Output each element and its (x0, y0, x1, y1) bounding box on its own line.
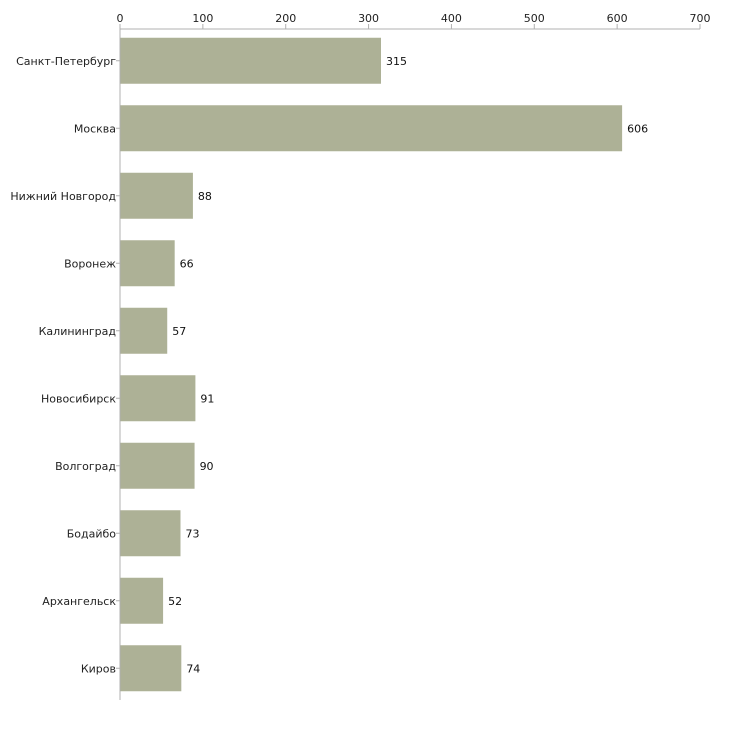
x-tick-label: 400 (441, 12, 462, 25)
category-label: Новосибирск (41, 392, 116, 405)
x-axis-ticks: 0 100 200 300 400 500 600 700 (117, 12, 711, 29)
bar (120, 510, 181, 557)
bar (120, 240, 175, 287)
category-label: Калининград (39, 325, 117, 338)
x-tick-label: 100 (192, 12, 213, 25)
category-label: Архангельск (42, 595, 116, 608)
bar (120, 645, 182, 692)
x-tick-label: 300 (358, 12, 379, 25)
data-label: 66 (180, 257, 194, 270)
category-label: Москва (74, 122, 116, 135)
bar (120, 105, 623, 152)
x-tick-label: 700 (690, 12, 711, 25)
category-label: Киров (81, 662, 116, 675)
x-tick-label: 600 (607, 12, 628, 25)
bar (120, 37, 381, 84)
x-tick-label: 500 (524, 12, 545, 25)
data-label: 315 (386, 55, 407, 68)
category-label: Бодайбо (67, 527, 117, 540)
axes (116, 28, 700, 700)
category-label: Нижний Новгород (10, 190, 116, 203)
category-labels: Санкт-Петербург Москва Нижний Новгород Воро… (10, 55, 116, 676)
bars: 315 606 88 66 57 91 90 73 52 74 (120, 37, 648, 692)
data-label: 91 (200, 392, 214, 405)
bar (120, 172, 193, 219)
category-label: Воронеж (64, 257, 116, 270)
bar (120, 307, 168, 354)
data-label: 57 (172, 325, 186, 338)
bar (120, 442, 195, 489)
category-label: Санкт-Петербург (16, 55, 116, 68)
data-label: 74 (186, 662, 200, 675)
bar (120, 375, 196, 422)
data-label: 606 (627, 122, 648, 135)
x-tick-label: 200 (275, 12, 296, 25)
category-label: Волгоград (55, 460, 116, 473)
x-tick-label: 0 (117, 12, 124, 25)
data-label: 90 (200, 460, 214, 473)
bar (120, 577, 164, 624)
data-label: 88 (198, 190, 212, 203)
data-label: 73 (185, 527, 199, 540)
data-label: 52 (168, 595, 182, 608)
